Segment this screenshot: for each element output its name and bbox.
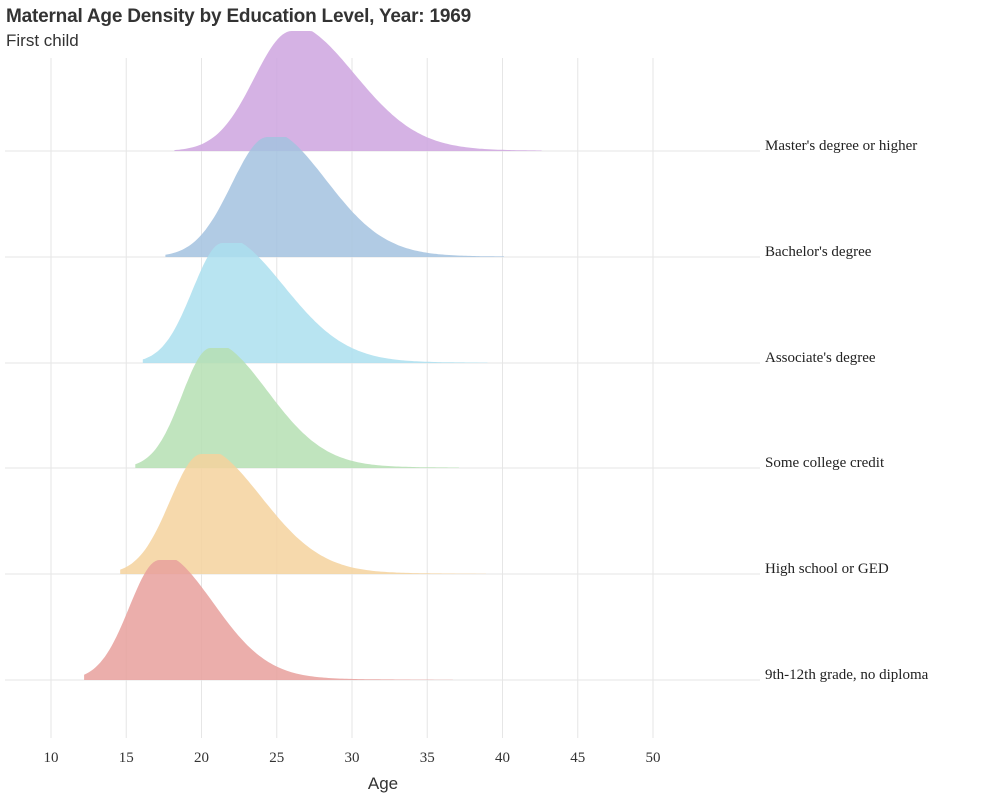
chart-subtitle: First child [6,31,79,50]
x-axis-title: Age [368,774,398,793]
ridge-master-s-degree-or-higher [174,31,542,151]
category-label: Associate's degree [765,350,876,366]
category-label: High school or GED [765,561,889,577]
x-tick-label: 15 [119,750,134,766]
density-ridges [84,31,542,680]
x-tick-labels: 10 15 20 25 30 35 40 45 50 [44,750,661,766]
x-tick-label: 20 [194,750,209,766]
ridge-associate-s-degree [142,243,488,363]
x-tick-label: 10 [44,750,59,766]
category-label: Master's degree or higher [765,138,917,154]
ridge-bachelor-s-degree [165,137,504,257]
ridge-high-school-or-ged [120,454,486,574]
x-tick-label: 25 [269,750,284,766]
category-label: 9th-12th grade, no diploma [765,667,929,683]
ridge-some-college-credit [135,348,459,468]
x-tick-label: 35 [420,750,435,766]
category-label: Bachelor's degree [765,244,872,260]
x-tick-label: 30 [345,750,360,766]
x-tick-label: 40 [495,750,510,766]
category-labels: 9th-12th grade, no diploma High school or… [765,138,929,683]
ridge-9th-12th-grade-no-diploma [84,560,453,680]
x-tick-label: 45 [570,750,585,766]
category-label: Some college credit [765,455,885,471]
x-tick-label: 50 [646,750,661,766]
chart-title: Maternal Age Density by Education Level,… [6,6,471,27]
